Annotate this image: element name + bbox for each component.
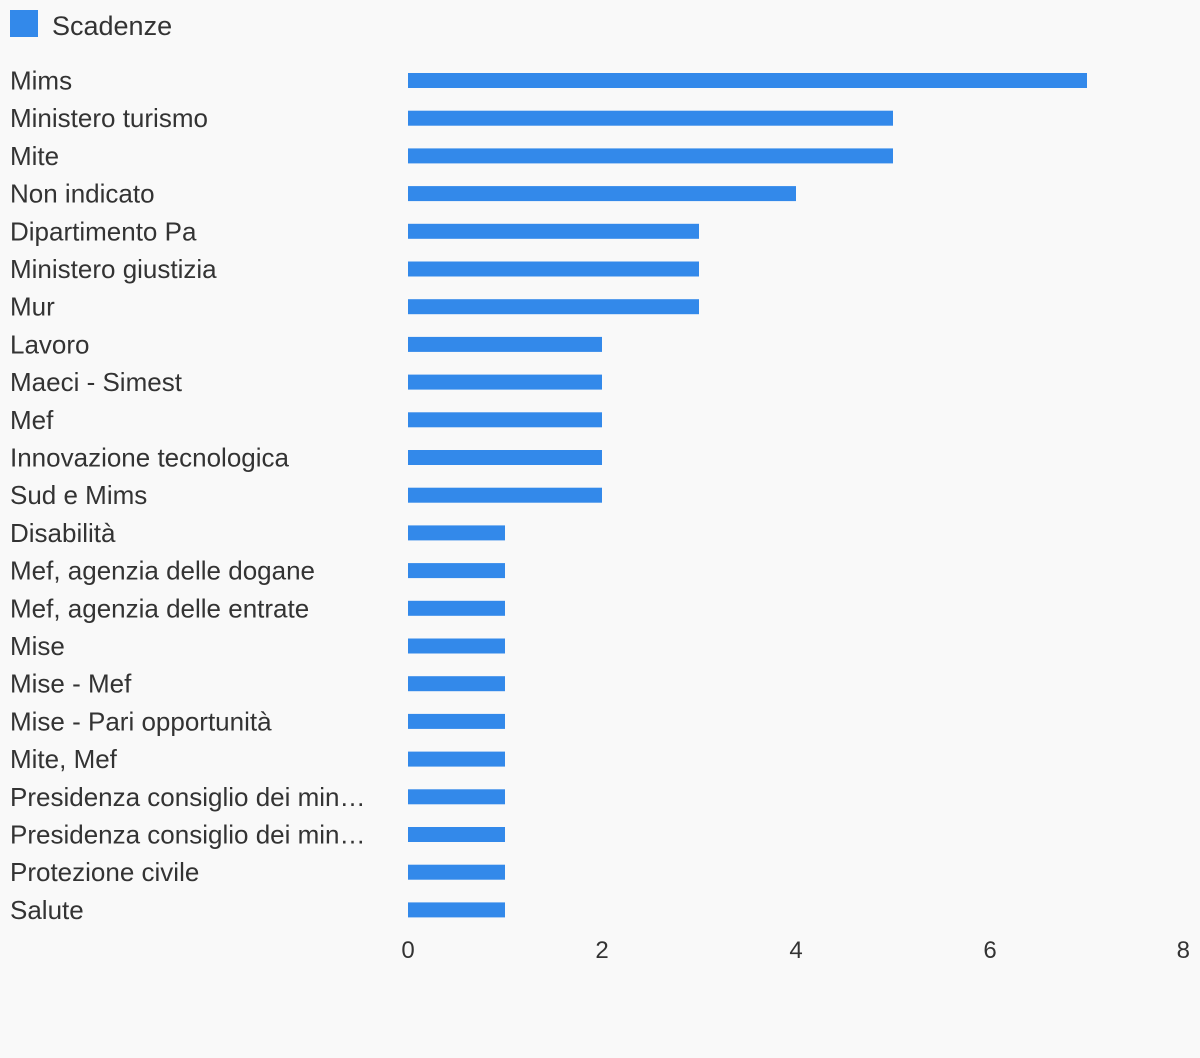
bar[interactable]	[408, 450, 602, 465]
category-label: Mims	[10, 66, 72, 96]
x-tick-label: 0	[401, 937, 414, 964]
x-tick-label: 6	[983, 937, 996, 964]
x-tick-label: 8	[1177, 937, 1190, 964]
bar[interactable]	[408, 525, 505, 541]
category-label: Mite	[10, 141, 59, 171]
bar[interactable]	[408, 827, 505, 842]
bar[interactable]	[408, 336, 602, 352]
category-label: Sud e Mims	[10, 480, 147, 510]
category-label: Maeci - Simest	[10, 367, 183, 397]
x-axis-ticks: 0 2 4 6 8	[401, 937, 1190, 964]
bar[interactable]	[408, 713, 505, 729]
bars	[408, 73, 1087, 918]
bar[interactable]	[408, 148, 893, 164]
category-label: Dipartimento Pa	[10, 216, 197, 246]
bar[interactable]	[408, 638, 505, 654]
bar[interactable]	[408, 73, 1087, 88]
category-label: Mur	[10, 292, 55, 322]
bar[interactable]	[408, 563, 505, 579]
category-label: Protezione civile	[10, 857, 199, 887]
category-label: Mef, agenzia delle entrate	[10, 593, 309, 623]
bar[interactable]	[408, 751, 505, 767]
legend-swatch-scadenze	[10, 10, 38, 37]
category-label: Ministero giustizia	[10, 254, 217, 284]
bar[interactable]	[408, 261, 699, 277]
bar[interactable]	[408, 412, 602, 428]
category-label: Disabilità	[10, 518, 116, 548]
category-label: Non indicato	[10, 179, 155, 209]
bar[interactable]	[408, 374, 602, 390]
bar[interactable]	[408, 299, 699, 315]
bar[interactable]	[408, 864, 505, 880]
category-label: Mise - Mef	[10, 669, 132, 699]
category-label: Mise - Pari opportunità	[10, 706, 272, 736]
bar[interactable]	[408, 110, 893, 126]
category-label: Presidenza consiglio dei min…	[10, 820, 366, 850]
bar[interactable]	[408, 676, 505, 692]
category-label: Mef, agenzia delle dogane	[10, 556, 315, 586]
bar[interactable]	[408, 186, 796, 202]
bar[interactable]	[408, 902, 505, 918]
category-label: Lavoro	[10, 329, 90, 359]
category-label: Salute	[10, 895, 84, 925]
chart-legend: Scadenze	[10, 10, 172, 41]
category-labels: Mims Ministero turismo Mite Non indicato Dip…	[10, 66, 366, 925]
category-label: Mise	[10, 631, 65, 661]
bar[interactable]	[408, 223, 699, 239]
category-label: Mite, Mef	[10, 744, 118, 774]
x-tick-label: 4	[789, 937, 802, 964]
bar[interactable]	[408, 487, 602, 503]
category-label: Presidenza consiglio dei min…	[10, 782, 366, 812]
x-tick-label: 2	[595, 937, 608, 964]
bar[interactable]	[408, 789, 505, 805]
category-label: Innovazione tecnologica	[10, 443, 290, 473]
legend-label-scadenze: Scadenze	[52, 11, 172, 41]
category-label: Mef	[10, 405, 54, 435]
category-label: Ministero turismo	[10, 103, 208, 133]
bar[interactable]	[408, 600, 505, 616]
